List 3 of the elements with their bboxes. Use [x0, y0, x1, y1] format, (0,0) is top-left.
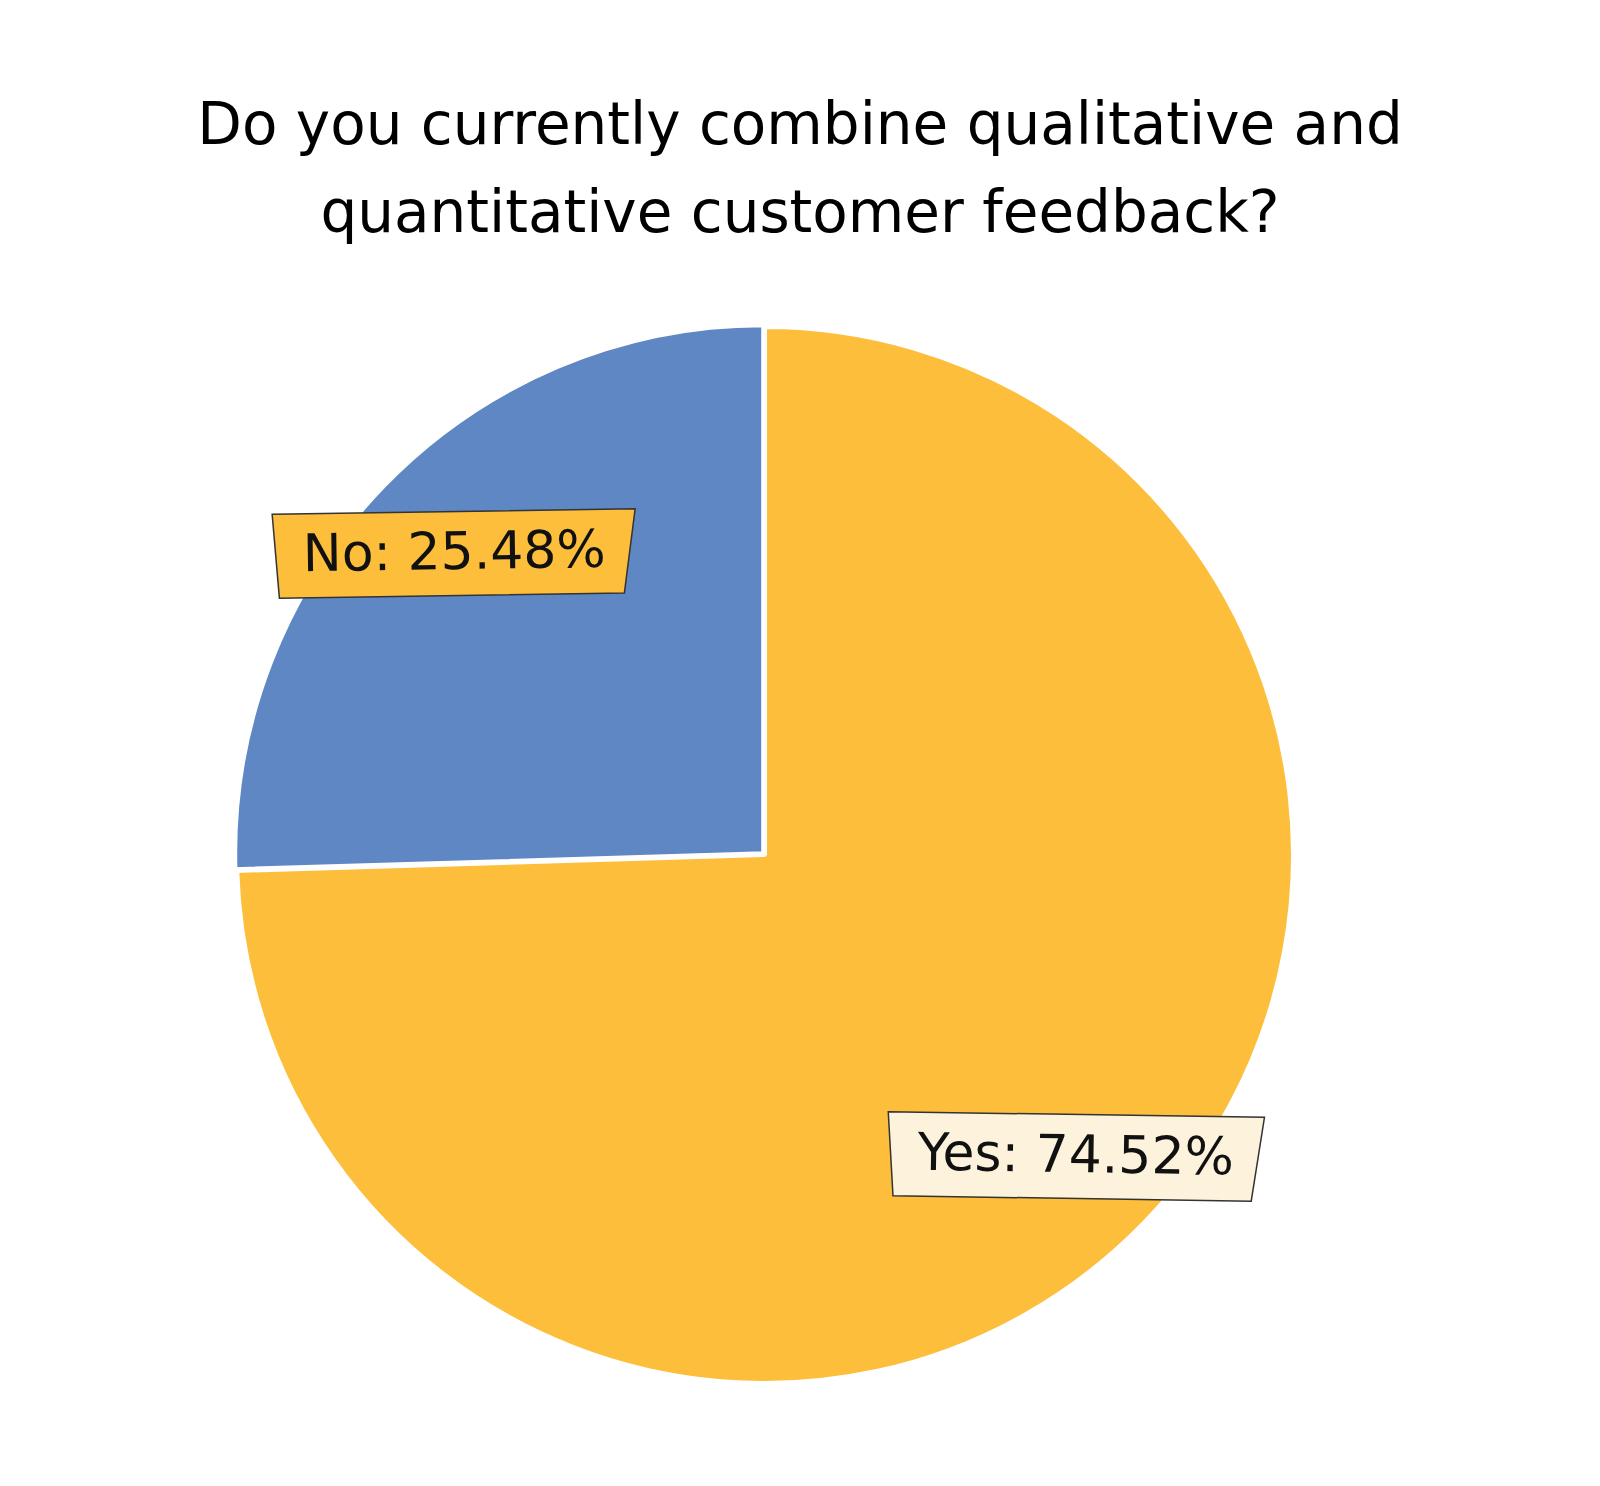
chart-title: Do you currently combine qualitative and quantitative customer feedback? [196, 89, 1404, 248]
slice-label: Yes: 74.52% [916, 1121, 1235, 1187]
slice-label: No: 25.48% [302, 518, 607, 584]
